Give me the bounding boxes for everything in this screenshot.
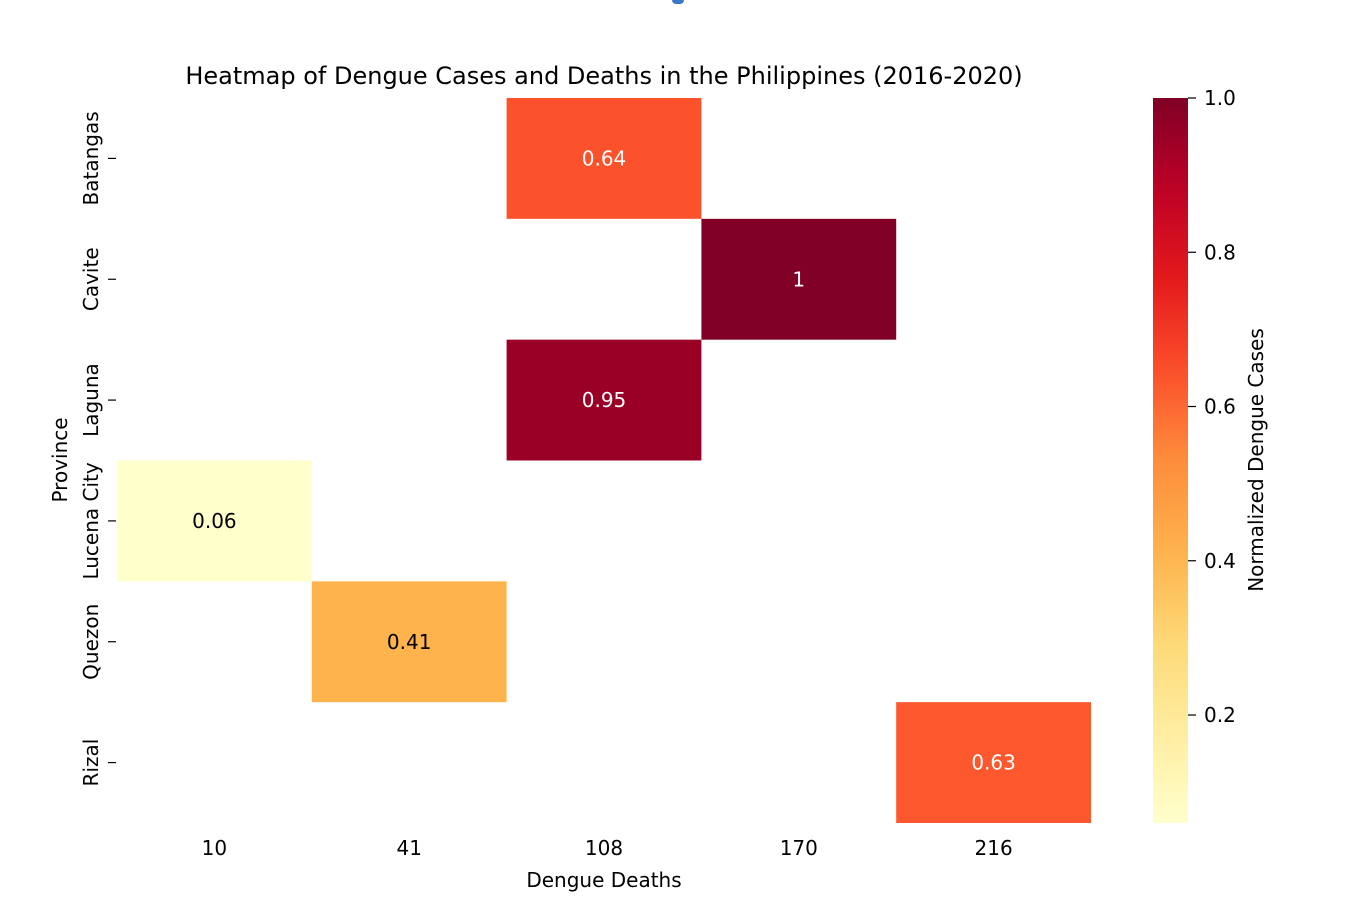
x-axis: 10 41 108 170 216 — [202, 836, 1013, 860]
y-tick-label: Cavite — [79, 247, 103, 311]
y-tick-label: Lucena City — [79, 462, 103, 579]
colorbar-scale — [1153, 98, 1188, 823]
y-axis: Batangas Cavite Laguna Lucena City Quezon Riz… — [79, 111, 116, 786]
colorbar-tick-label: 0.4 — [1204, 549, 1236, 573]
cell-value-label: 1 — [792, 267, 805, 291]
x-tick-label: 216 — [975, 836, 1013, 860]
heatmap-cell — [701, 218, 897, 340]
colorbar-label: Normalized Dengue Cases — [1244, 328, 1268, 592]
y-tick-label: Quezon — [79, 604, 103, 680]
x-tick-label: 41 — [396, 836, 421, 860]
cell-value-label: 0.41 — [387, 630, 432, 654]
y-axis-label: Province — [48, 417, 72, 502]
heatmap-cell — [117, 460, 312, 582]
colorbar-tick-label: 0.2 — [1204, 703, 1236, 727]
heatmap-cell — [506, 339, 702, 461]
cell-value-label: 0.63 — [971, 751, 1016, 775]
colorbar-tick-label: 0.6 — [1204, 395, 1236, 419]
x-tick-label: 170 — [780, 836, 818, 860]
cell-value-label: 0.95 — [582, 388, 627, 412]
scroll-indicator-top — [672, 0, 684, 4]
heatmap-cell — [311, 581, 507, 703]
chart-title: Heatmap of Dengue Cases and Deaths in th… — [185, 62, 1022, 90]
y-tick-label: Batangas — [79, 111, 103, 205]
heatmap-cells: 0.64 1 0.95 0.06 0.41 0.63 — [117, 98, 1091, 823]
y-tick-label: Laguna — [79, 363, 103, 437]
colorbar: 1.0 0.8 0.6 0.4 0.2 — [1153, 86, 1236, 823]
y-tick-label: Rizal — [79, 739, 103, 787]
x-tick-label: 108 — [585, 836, 623, 860]
cell-value-label: 0.64 — [582, 146, 627, 170]
x-tick-label: 10 — [202, 836, 227, 860]
heatmap-cell — [896, 702, 1091, 823]
colorbar-tick-label: 0.8 — [1204, 240, 1236, 264]
colorbar-tick-label: 1.0 — [1204, 86, 1236, 110]
x-axis-label: Dengue Deaths — [526, 868, 681, 892]
cell-value-label: 0.06 — [192, 509, 237, 533]
heatmap-cell — [506, 98, 702, 219]
